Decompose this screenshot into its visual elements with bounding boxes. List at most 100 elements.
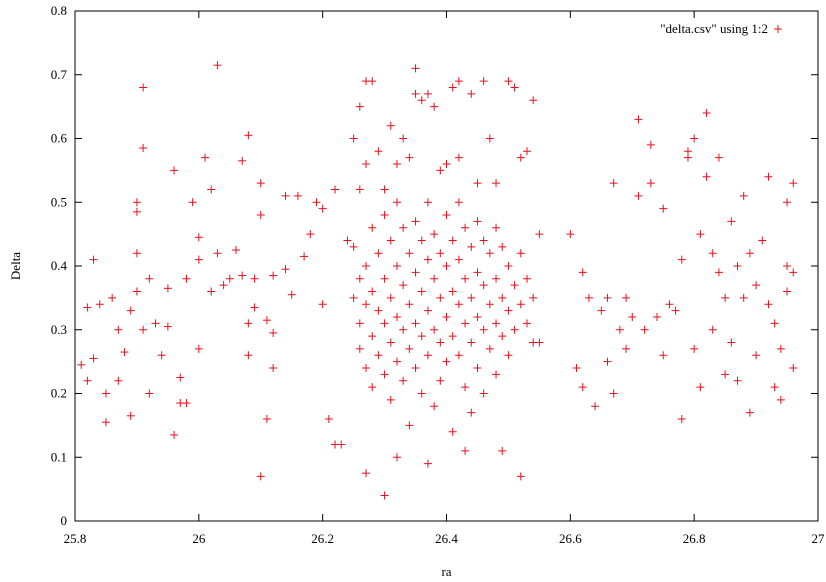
data-point (101, 418, 110, 427)
data-point (89, 354, 98, 363)
data-point (392, 313, 401, 321)
data-point (132, 198, 141, 207)
data-point (423, 459, 432, 468)
data-point (188, 198, 197, 207)
x-tick-label: 27 (812, 531, 826, 546)
data-point (622, 344, 631, 353)
data-point (318, 300, 327, 309)
data-point (783, 198, 792, 207)
data-point (436, 338, 445, 347)
data-point (442, 262, 451, 270)
data-point (479, 236, 488, 245)
data-point (758, 236, 767, 245)
data-point (714, 153, 723, 162)
data-point (454, 351, 463, 360)
data-point (454, 255, 463, 264)
data-point (677, 255, 686, 264)
data-point (374, 306, 383, 315)
data-point (566, 230, 575, 239)
x-tick-label: 26.4 (435, 531, 458, 546)
data-point (392, 160, 401, 168)
data-point (349, 293, 358, 302)
data-point (194, 255, 203, 264)
x-tick-label: 25.8 (64, 531, 87, 546)
data-point (442, 160, 451, 168)
data-point (126, 306, 135, 315)
data-point (448, 236, 457, 245)
data-point (176, 373, 185, 382)
data-point (411, 89, 420, 98)
data-point (733, 262, 742, 270)
data-point (355, 185, 364, 194)
data-point (417, 236, 426, 245)
y-axis-ticks: 0 0.1 0.2 0.3 0.4 0.5 0.6 0.7 0.8 (51, 3, 818, 528)
data-point (696, 230, 705, 239)
data-point (368, 77, 377, 86)
data-point (392, 198, 401, 207)
data-point (95, 300, 104, 309)
data-point (430, 325, 439, 334)
data-point (690, 344, 699, 353)
y-tick-label: 0.1 (51, 449, 67, 464)
data-point (529, 338, 538, 347)
data-point (770, 383, 779, 392)
data-point (374, 249, 383, 258)
data-point (405, 249, 414, 258)
data-point (287, 290, 296, 299)
data-point (194, 344, 203, 353)
data-point (646, 140, 655, 149)
data-point (151, 319, 160, 328)
data-point (510, 83, 519, 92)
data-point (454, 198, 463, 207)
data-point (461, 274, 470, 283)
data-point (702, 172, 711, 181)
data-point (430, 230, 439, 239)
data-point (783, 287, 792, 296)
data-point (405, 300, 414, 309)
data-point (182, 399, 191, 408)
data-point (634, 191, 643, 200)
data-point (714, 268, 723, 277)
data-point (504, 306, 513, 315)
data-point (739, 191, 748, 200)
data-point (522, 274, 531, 283)
data-point (386, 395, 395, 404)
data-point (708, 325, 717, 334)
data-point (157, 351, 166, 360)
data-point (448, 287, 457, 296)
data-point (392, 357, 401, 366)
data-point (108, 293, 117, 302)
data-point (386, 293, 395, 302)
data-point (269, 271, 278, 280)
data-point (374, 351, 383, 360)
data-point (454, 77, 463, 86)
data-point (609, 179, 618, 188)
data-point (430, 274, 439, 283)
y-axis-title: Delta (8, 252, 23, 280)
data-point (300, 252, 309, 261)
data-point (492, 370, 501, 379)
data-point (362, 300, 371, 309)
data-point (281, 265, 290, 274)
data-point (89, 255, 98, 264)
data-point (467, 338, 476, 347)
data-point (479, 281, 488, 290)
data-point (405, 421, 414, 430)
data-point (213, 61, 222, 70)
data-point (182, 274, 191, 283)
data-point (269, 364, 278, 372)
data-point (244, 319, 253, 328)
data-point (504, 77, 513, 86)
data-point (492, 274, 501, 283)
data-point (454, 300, 463, 309)
data-point (399, 134, 408, 143)
data-point (696, 383, 705, 392)
data-point (492, 223, 501, 232)
data-point (752, 351, 761, 360)
data-point (498, 242, 507, 251)
y-tick-label: 0.7 (51, 67, 68, 82)
data-point (733, 376, 742, 385)
data-point (572, 364, 581, 372)
data-point (516, 153, 525, 162)
